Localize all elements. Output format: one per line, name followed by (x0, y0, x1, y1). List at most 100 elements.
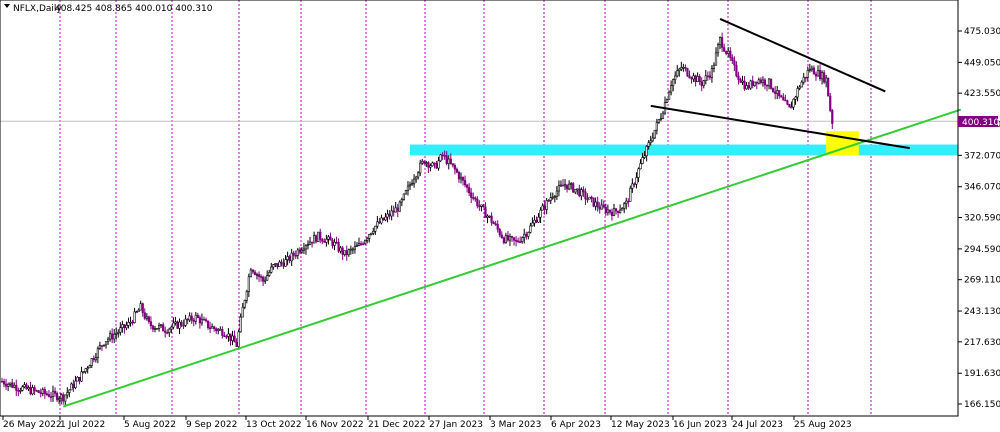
candle-body-116 (237, 331, 240, 347)
candle-body-125 (255, 274, 259, 276)
x-tick-label-6: 21 Dec 2022 (368, 420, 426, 430)
candle-body-136 (278, 261, 281, 267)
candle-body-146 (298, 249, 301, 253)
candle-body-188 (384, 216, 387, 221)
candle-body-79 (162, 324, 165, 332)
candle-body-379 (774, 91, 777, 94)
candle-body-92 (188, 315, 191, 321)
candle-body-28 (58, 398, 61, 401)
candle-body-264 (539, 209, 542, 218)
candle-body-384 (784, 99, 787, 102)
candle-body-204 (417, 172, 420, 178)
candle-body-372 (759, 79, 762, 83)
x-tick-label-13: 25 Aug 2023 (794, 420, 852, 430)
candle-body-21 (43, 389, 46, 395)
candle-body-380 (776, 90, 779, 94)
candle-body-273 (557, 185, 561, 192)
candle-body-40 (82, 371, 85, 373)
candle-body-387 (790, 106, 793, 109)
trendline-1 (719, 18, 886, 93)
candle-body-294 (600, 204, 603, 210)
candle-body-94 (192, 320, 195, 322)
candle-body-7 (15, 384, 18, 391)
candle-body-338 (690, 77, 693, 80)
candle-body-304 (621, 207, 624, 211)
candles (0, 32, 834, 408)
candle-body-160 (327, 236, 330, 240)
candle-body-26 (53, 390, 57, 394)
candle-body-24 (49, 396, 53, 398)
candle-body-153 (313, 235, 316, 244)
x-tick-label-3: 9 Sep 2022 (186, 420, 237, 430)
candle-body-80 (164, 330, 167, 333)
candle-body-3 (7, 383, 10, 387)
candle-body-292 (596, 201, 599, 208)
candle-body-332 (678, 68, 681, 72)
candle-body-87 (178, 321, 181, 329)
candle-body-140 (286, 256, 289, 260)
candle-body-96 (196, 314, 199, 318)
candle-body-189 (386, 213, 389, 218)
candle-body-205 (419, 162, 422, 174)
candle-body-1 (2, 381, 6, 385)
candle-body-221 (451, 163, 454, 166)
candle-body-159 (325, 238, 328, 243)
candle-body-39 (80, 371, 83, 382)
candle-body-359 (733, 60, 736, 66)
candle-body-93 (190, 315, 193, 321)
candle-body-16 (33, 387, 36, 391)
candle-body-253 (517, 240, 520, 243)
candle-body-211 (431, 162, 434, 167)
candle-body-241 (492, 222, 495, 225)
candle-body-105 (215, 328, 218, 332)
candle-body-265 (541, 205, 544, 211)
candle-body-70 (143, 312, 146, 319)
candle-body-175 (357, 243, 361, 246)
candle-body-123 (251, 269, 255, 273)
price-axis: 475.030449.050423.550397.980372.070346.0… (958, 27, 1000, 410)
candle-body-328 (670, 85, 673, 93)
candle-body-171 (349, 248, 352, 251)
candle-body-132 (270, 266, 273, 273)
candle-body-239 (488, 215, 491, 218)
candle-body-49 (100, 345, 104, 347)
candle-body-148 (302, 248, 306, 251)
candle-body-289 (590, 196, 593, 199)
candle-body-407 (831, 110, 834, 124)
candle-body-12 (25, 384, 28, 390)
candle-body-280 (572, 183, 575, 193)
candle-body-356 (727, 50, 730, 54)
candle-body-167 (341, 247, 344, 255)
candle-body-2 (4, 383, 8, 387)
candle-body-336 (686, 68, 689, 77)
candle-body-329 (672, 79, 675, 86)
candle-body-66 (135, 311, 138, 314)
candle-body-27 (55, 393, 59, 401)
candle-body-323 (659, 117, 663, 120)
candle-body-404 (825, 77, 828, 83)
candle-body-262 (535, 219, 538, 223)
candle-body-207 (423, 160, 426, 164)
candle-body-147 (300, 249, 303, 253)
candle-body-383 (782, 96, 785, 101)
candle-body-119 (243, 300, 246, 308)
x-tick-label-4: 13 Oct 2022 (246, 420, 302, 430)
candle-body-56 (115, 332, 118, 335)
candle-body-68 (139, 303, 142, 311)
candle-body-405 (827, 77, 830, 97)
candle-body-374 (763, 79, 767, 86)
candle-body-133 (272, 264, 275, 268)
candle-body-83 (170, 326, 173, 330)
candle-body-224 (457, 172, 461, 180)
candle-body-156 (319, 231, 322, 240)
candle-body-97 (198, 317, 201, 324)
candle-body-177 (361, 243, 365, 245)
candle-body-270 (551, 196, 554, 199)
candle-body-72 (147, 316, 150, 322)
candle-body-240 (490, 215, 493, 223)
candle-body-134 (274, 263, 277, 265)
candle-body-237 (484, 206, 487, 218)
candle-body-67 (137, 309, 140, 313)
candle-body-309 (631, 183, 634, 189)
